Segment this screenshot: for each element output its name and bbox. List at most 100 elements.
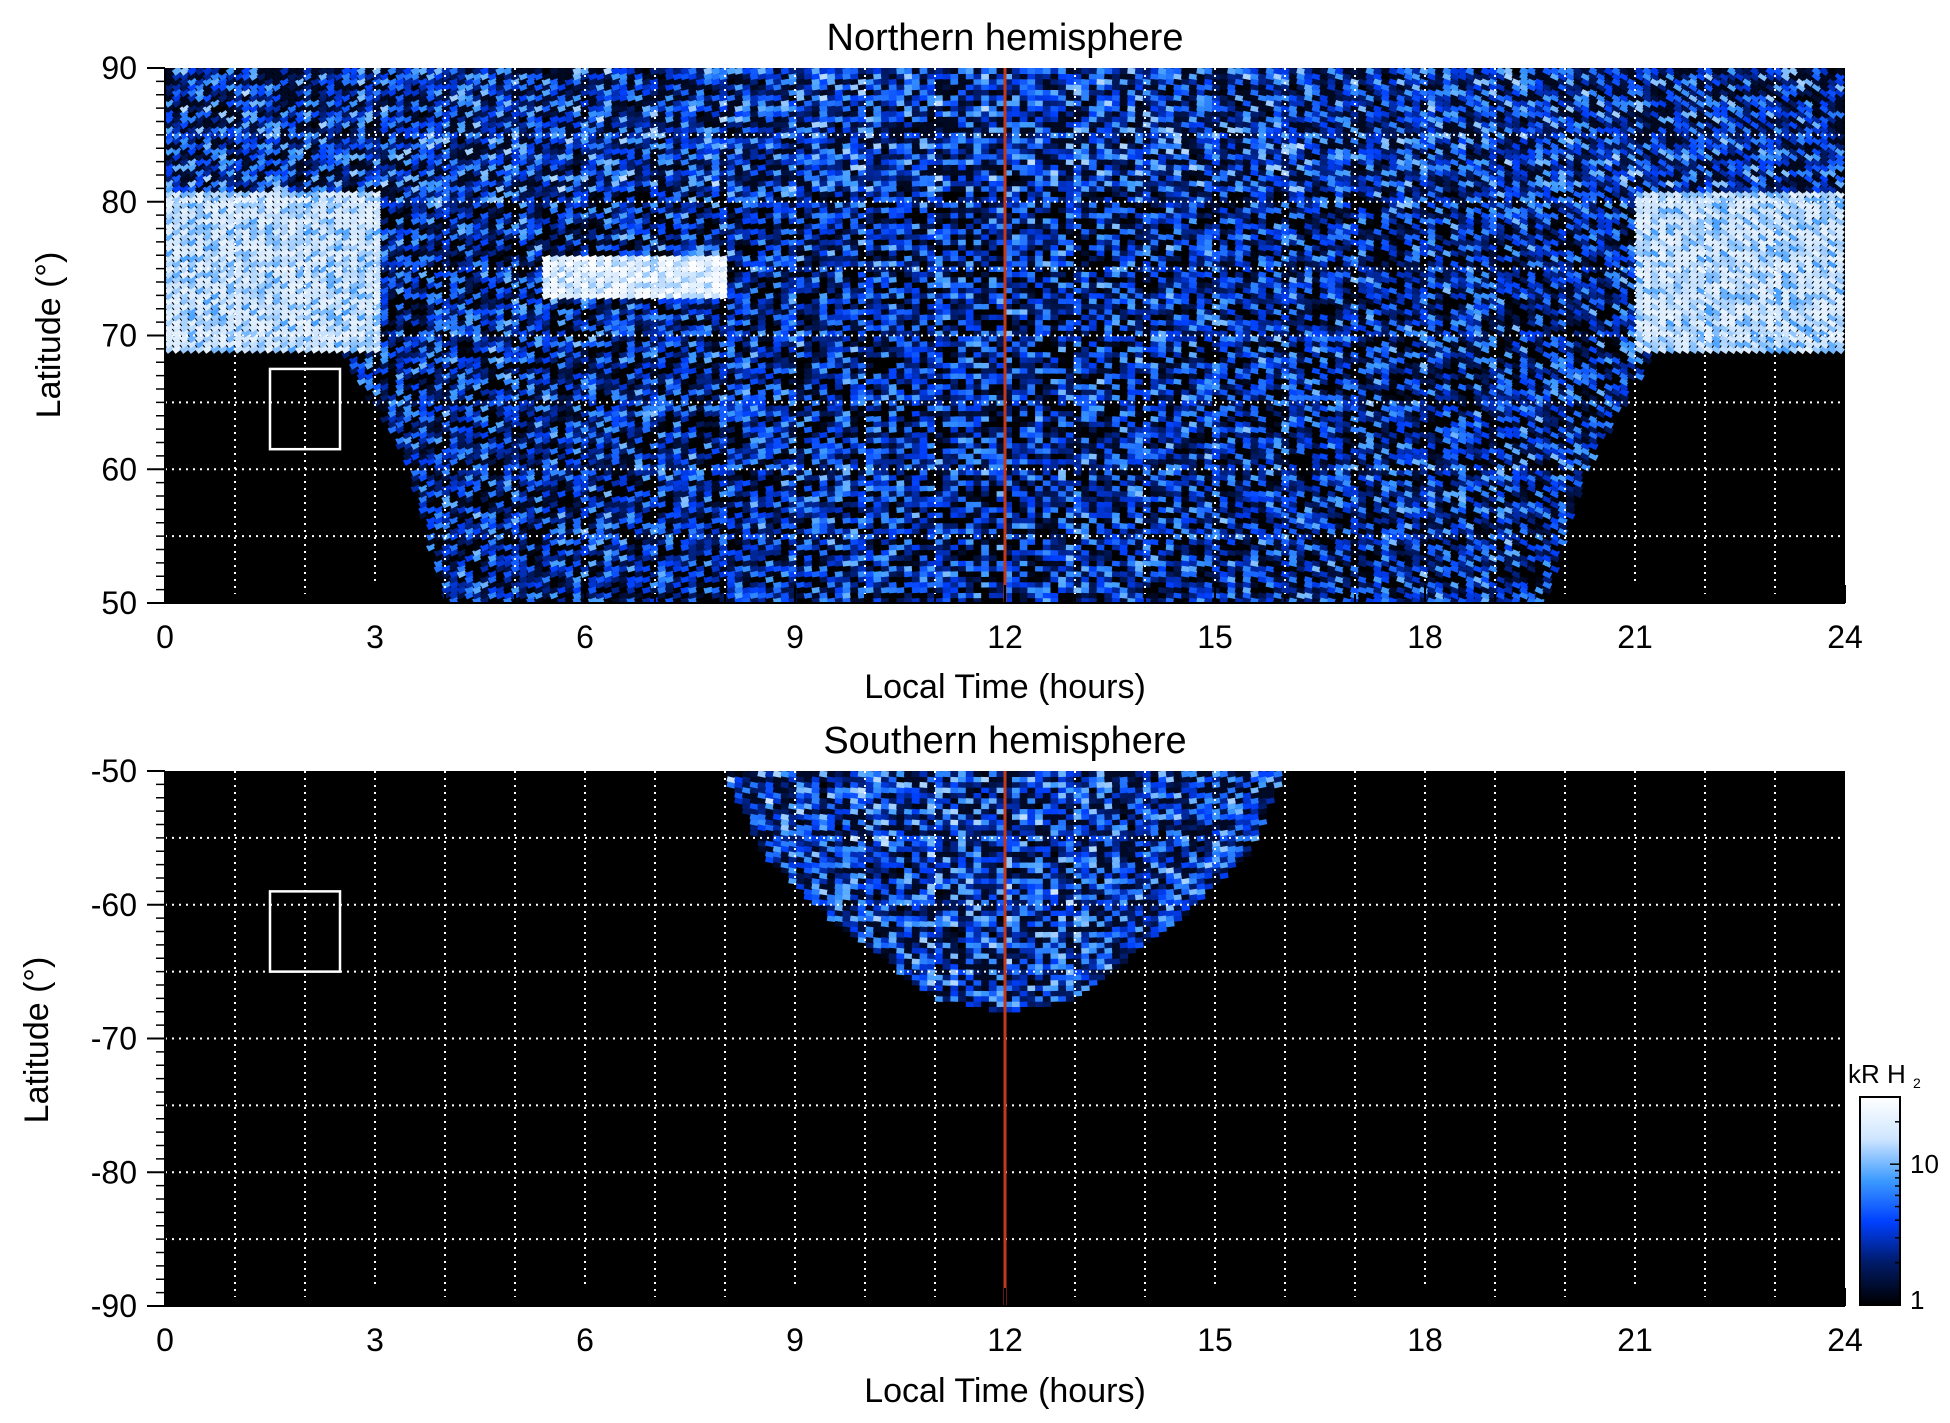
- heatmap-cell: [202, 151, 213, 162]
- heatmap-cell: [194, 204, 206, 215]
- heatmap-cell: [256, 338, 267, 349]
- heatmap-cell: [241, 108, 252, 119]
- heatmap-cell: [225, 183, 236, 194]
- heatmap-cell: [233, 263, 244, 274]
- heatmap-cell: [165, 124, 175, 135]
- heatmap-cell: [202, 338, 213, 349]
- heatmap-cell: [165, 199, 175, 210]
- heatmap-cell: [165, 215, 175, 226]
- heatmap-cell: [233, 301, 244, 312]
- heatmap-cell: [210, 151, 221, 162]
- heatmap-cell: [187, 210, 198, 221]
- heatmap-cell: [256, 285, 267, 295]
- heatmap-cell: [248, 274, 260, 285]
- heatmap-cell: [233, 279, 244, 290]
- heatmap-cell: [248, 322, 260, 333]
- heatmap-cell: [187, 71, 198, 81]
- heatmap-cell: [187, 167, 198, 178]
- heatmap-cell: [194, 199, 206, 210]
- heatmap-cell: [171, 162, 183, 173]
- heatmap-cell: [171, 135, 183, 146]
- heatmap-cell: [194, 71, 206, 81]
- heatmap-cell: [179, 183, 190, 194]
- heatmap-cell: [233, 205, 244, 215]
- heatmap-cell: [218, 103, 229, 114]
- heatmap-cell: [248, 205, 260, 215]
- heatmap-cell: [187, 140, 198, 151]
- heatmap-cell: [233, 172, 244, 183]
- heatmap-cell: [218, 226, 229, 237]
- heatmap-cell: [171, 194, 183, 205]
- heatmap-cell: [225, 333, 236, 344]
- heatmap-cell: [165, 258, 175, 269]
- heatmap-cell: [165, 68, 175, 76]
- heatmap-cell: [225, 68, 236, 76]
- heatmap-cell: [241, 231, 252, 242]
- heatmap-cell: [225, 344, 236, 354]
- heatmap-cell: [241, 119, 252, 130]
- heatmap-cell: [218, 140, 229, 151]
- heatmap-cell: [165, 119, 175, 130]
- heatmap-cell: [218, 135, 229, 146]
- heatmap-cell: [194, 327, 206, 338]
- heatmap-cell: [241, 333, 252, 344]
- heatmap-cell: [194, 279, 206, 290]
- heatmap-cell: [179, 108, 190, 119]
- heatmap-cell: [179, 162, 190, 172]
- heatmap-cell: [241, 178, 252, 188]
- heatmap-cell: [233, 71, 244, 81]
- heatmap-cell: [171, 263, 183, 274]
- heatmap-cell: [210, 183, 221, 194]
- heatmap-cell: [248, 312, 260, 322]
- heatmap-cell: [179, 290, 190, 301]
- heatmap-cell: [218, 312, 229, 322]
- heatmap-cell: [241, 237, 252, 247]
- heatmap-cell: [225, 97, 236, 108]
- heatmap-cell: [202, 108, 213, 119]
- heatmap-cell: [179, 247, 190, 258]
- heatmap-cell: [202, 135, 213, 146]
- heatmap-cell: [210, 333, 221, 344]
- heatmap-cell: [210, 301, 221, 312]
- heatmap-cell: [165, 247, 175, 258]
- heatmap-cell: [179, 172, 190, 183]
- heatmap-cell: [165, 301, 175, 312]
- heatmap-cell: [179, 103, 190, 114]
- heatmap-cell: [233, 322, 244, 333]
- heatmap-cell: [179, 258, 190, 269]
- heatmap-cell: [165, 274, 175, 285]
- heatmap-cell: [202, 71, 213, 81]
- heatmap-cell: [194, 269, 206, 279]
- heatmap-cell: [165, 103, 175, 114]
- heatmap-cell: [218, 344, 229, 354]
- heatmap-cell: [194, 220, 206, 231]
- heatmap-cell: [218, 215, 229, 226]
- heatmap-cell: [248, 81, 260, 92]
- heatmap-cell: [210, 87, 221, 98]
- heatmap-cell: [179, 124, 190, 135]
- heatmap-cell: [225, 279, 236, 290]
- heatmap-cell: [210, 156, 221, 167]
- heatmap-cell: [218, 162, 229, 172]
- heatmap-cell: [248, 231, 260, 242]
- heatmap-cell: [194, 258, 206, 269]
- heatmap-cell: [165, 183, 175, 194]
- heatmap-cell: [171, 92, 183, 103]
- heatmap-cell: [187, 68, 198, 76]
- heatmap-cell: [171, 317, 183, 328]
- heatmap-cell: [233, 306, 244, 317]
- heatmap-cell: [248, 221, 260, 231]
- heatmap-cell: [241, 71, 252, 81]
- heatmap-cell: [165, 81, 175, 92]
- heatmap-cell: [225, 317, 236, 327]
- heatmap-cell: [210, 274, 221, 285]
- heatmap-cell: [210, 269, 221, 279]
- heatmap-cell: [179, 237, 190, 247]
- heatmap-cell: [202, 344, 213, 354]
- heatmap-cell: [171, 167, 183, 178]
- heatmap-cell: [210, 285, 221, 295]
- heatmap-cell: [202, 247, 213, 258]
- heatmap-cell: [256, 312, 267, 322]
- heatmap-cell: [194, 253, 206, 263]
- heatmap-cell: [256, 306, 267, 317]
